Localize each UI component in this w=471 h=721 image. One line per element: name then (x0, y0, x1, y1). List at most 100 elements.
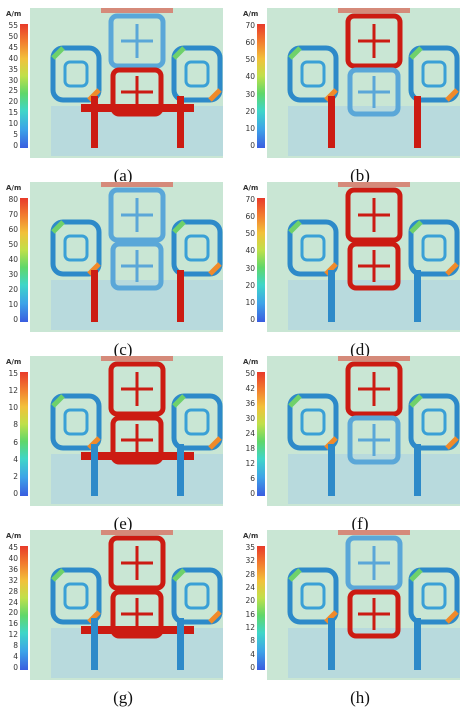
colorbar-tick-label: 60 (245, 212, 255, 222)
colorbar-unit: A/m (6, 10, 22, 18)
colorbar-tick-label: 10 (245, 123, 255, 133)
colorbar-tick-label: 42 (245, 384, 255, 393)
colorbar-tick-label: 20 (8, 608, 18, 618)
colorbar (257, 24, 265, 148)
colorbar-tick-label: 0 (250, 663, 255, 672)
colorbar-tick-label: 30 (245, 263, 255, 273)
colorbar-tick-label: 30 (245, 89, 255, 99)
antenna-current-map (50, 8, 223, 156)
colorbar-tick-label: 12 (245, 623, 255, 632)
colorbar-tick-label: 45 (8, 42, 18, 52)
panel-caption: (g) (113, 688, 133, 707)
colorbar-unit: A/m (6, 532, 22, 540)
colorbar-tick-label: 20 (245, 106, 255, 116)
antenna-current-map (287, 8, 460, 156)
current-distribution-panel (30, 182, 223, 332)
antenna-current-map (287, 182, 460, 330)
colorbar-tick-label: 50 (245, 369, 255, 378)
colorbar-unit: A/m (243, 532, 259, 540)
antenna-current-map (50, 182, 223, 330)
colorbar-tick-label: 32 (8, 575, 18, 585)
colorbar-tick-label: 0 (13, 315, 18, 324)
colorbar-tick-label: 4 (13, 454, 18, 464)
colorbar-tick-label: 30 (8, 75, 18, 85)
colorbar-unit: A/m (243, 358, 259, 366)
colorbar-tick-label: 6 (250, 474, 255, 483)
colorbar-tick-label: 70 (245, 195, 255, 204)
panel-caption: (e) (113, 514, 133, 533)
colorbar-tick-label: 35 (245, 543, 255, 552)
colorbar-tick-label: 24 (8, 597, 18, 607)
colorbar-tick-label: 28 (245, 569, 255, 579)
colorbar-tick-label: 5 (13, 130, 18, 140)
colorbar-tick-label: 8 (250, 636, 255, 646)
colorbar-tick-label: 15 (8, 108, 18, 118)
colorbar (20, 198, 28, 322)
colorbar-tick-label: 16 (8, 619, 18, 629)
current-distribution-panel (267, 8, 460, 158)
colorbar-tick-label: 0 (13, 141, 18, 150)
panel-caption: (d) (350, 340, 370, 359)
current-distribution-panel (267, 182, 460, 332)
colorbar-tick-label: 30 (8, 270, 18, 279)
colorbar-tick-label: 40 (8, 255, 18, 264)
colorbar-tick-label: 60 (245, 38, 255, 48)
current-distribution-panel (267, 530, 460, 680)
colorbar (20, 24, 28, 148)
colorbar-tick-label: 40 (8, 53, 18, 63)
antenna-current-map (287, 356, 460, 504)
colorbar-tick-label: 4 (13, 652, 18, 662)
current-distribution-panel (267, 356, 460, 506)
colorbar-tick-label: 70 (8, 210, 18, 219)
colorbar-tick-label: 40 (245, 72, 255, 82)
colorbar-tick-label: 50 (8, 240, 18, 249)
colorbar-tick-label: 8 (13, 420, 18, 430)
colorbar-tick-label: 45 (8, 543, 18, 552)
colorbar-tick-label: 20 (245, 596, 255, 606)
colorbar-tick-label: 12 (8, 386, 18, 396)
colorbar-tick-label: 40 (245, 246, 255, 256)
colorbar-tick-label: 80 (8, 195, 18, 204)
colorbar-tick-label: 8 (13, 641, 18, 651)
antenna-current-map (50, 356, 223, 504)
panel-caption: (b) (350, 166, 370, 185)
panel-caption: (h) (350, 688, 370, 707)
current-distribution-panel (30, 8, 223, 158)
colorbar-tick-label: 20 (8, 97, 18, 107)
colorbar-tick-label: 35 (8, 64, 18, 74)
colorbar-tick-label: 10 (8, 403, 18, 413)
colorbar-unit: A/m (243, 10, 259, 18)
panel-caption: (c) (113, 340, 133, 359)
colorbar-tick-label: 36 (8, 564, 18, 574)
colorbar-tick-label: 32 (245, 556, 255, 566)
colorbar-tick-label: 30 (245, 414, 255, 423)
colorbar-tick-label: 10 (8, 119, 18, 129)
panel-caption: (a) (113, 166, 133, 185)
colorbar-unit: A/m (243, 184, 259, 192)
colorbar-tick-label: 0 (250, 489, 255, 498)
colorbar-unit: A/m (6, 184, 22, 192)
colorbar-tick-label: 25 (8, 86, 18, 96)
colorbar-tick-label: 15 (8, 369, 18, 378)
colorbar-tick-label: 40 (8, 553, 18, 563)
colorbar-tick-label: 0 (13, 489, 18, 498)
colorbar-tick-label: 12 (8, 630, 18, 640)
colorbar (257, 372, 265, 496)
colorbar-tick-label: 55 (8, 21, 18, 30)
colorbar-tick-label: 12 (245, 459, 255, 468)
colorbar-tick-label: 16 (245, 609, 255, 619)
colorbar-tick-label: 70 (245, 21, 255, 30)
colorbar-tick-label: 18 (245, 444, 255, 453)
colorbar-tick-label: 24 (245, 583, 255, 592)
colorbar (257, 546, 265, 670)
colorbar-tick-label: 50 (245, 55, 255, 65)
colorbar-tick-label: 20 (245, 280, 255, 290)
colorbar (20, 546, 28, 670)
colorbar-tick-label: 60 (8, 225, 18, 234)
colorbar-tick-label: 10 (245, 297, 255, 307)
colorbar-tick-label: 36 (245, 399, 255, 408)
colorbar-tick-label: 28 (8, 586, 18, 596)
panel-caption: (f) (351, 514, 369, 533)
colorbar-tick-label: 0 (250, 141, 255, 150)
colorbar-unit: A/m (6, 358, 22, 366)
